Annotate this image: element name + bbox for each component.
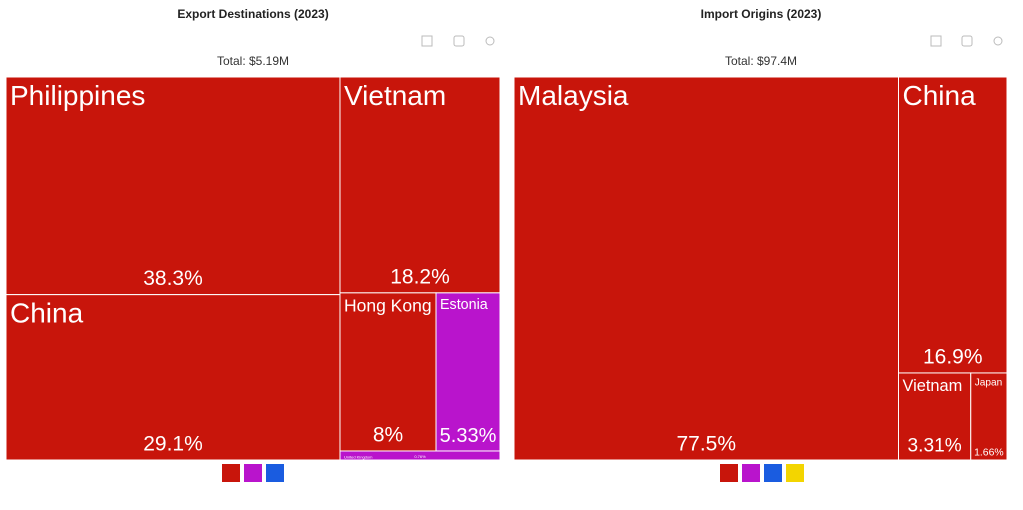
chart-subtitle: Total: $5.19M bbox=[217, 54, 289, 68]
legend bbox=[222, 464, 804, 482]
legend-icon[interactable] bbox=[266, 464, 284, 482]
chart-subtitle: Total: $97.4M bbox=[725, 54, 797, 68]
tile-value-label: 16.9% bbox=[923, 346, 983, 369]
tile-value-label: 38.3% bbox=[143, 267, 203, 290]
treemap-tile bbox=[339, 76, 501, 294]
legend-icon[interactable] bbox=[742, 464, 760, 482]
tile-value-label: 18.2% bbox=[390, 265, 450, 288]
treemap-tile bbox=[897, 76, 1008, 374]
image-button[interactable] bbox=[453, 35, 465, 47]
legend-icon[interactable] bbox=[786, 464, 804, 482]
tile-label: Japan bbox=[975, 378, 1003, 389]
legend-icon[interactable] bbox=[244, 464, 262, 482]
treemap-tile bbox=[513, 76, 899, 461]
share-button[interactable] bbox=[993, 36, 1003, 46]
tile-label: Malaysia bbox=[518, 80, 629, 111]
treemap-tile bbox=[897, 372, 972, 461]
table-button[interactable] bbox=[421, 35, 433, 47]
tile-value-label: 29.1% bbox=[143, 433, 203, 456]
tile-label: Philippines bbox=[10, 80, 145, 111]
tile-label: Vietnam bbox=[344, 80, 446, 111]
tile-label: United Kingdom bbox=[344, 454, 373, 459]
treemap-tile bbox=[339, 450, 501, 461]
tile-label: Vietnam bbox=[902, 377, 962, 395]
tile-label: China bbox=[902, 80, 976, 111]
treemap-tile bbox=[5, 76, 341, 296]
toolbar bbox=[421, 35, 1003, 47]
chart-title: Import Origins (2023) bbox=[701, 7, 822, 21]
image-button[interactable] bbox=[961, 35, 973, 47]
tile-label: Estonia bbox=[440, 297, 488, 313]
share-button[interactable] bbox=[485, 36, 495, 46]
tile-value-label: 1.66% bbox=[974, 447, 1003, 458]
treemap-tile bbox=[970, 372, 1008, 461]
treemap-tile bbox=[435, 292, 501, 452]
tile-value-label: 5.33% bbox=[440, 425, 497, 447]
tile-label: China bbox=[10, 297, 84, 328]
table-button[interactable] bbox=[930, 35, 942, 47]
tile-value-label: 0.76% bbox=[414, 454, 426, 459]
tile-value-label: 3.31% bbox=[908, 435, 962, 456]
tile-value-label: 77.5% bbox=[676, 433, 736, 456]
treemap-tile bbox=[5, 294, 341, 461]
legend-icon[interactable] bbox=[764, 464, 782, 482]
chart-title: Export Destinations (2023) bbox=[177, 7, 328, 21]
legend-icon[interactable] bbox=[720, 464, 738, 482]
tile-value-label: 8% bbox=[373, 424, 403, 447]
treemap-tile bbox=[339, 292, 437, 452]
legend-icon[interactable] bbox=[222, 464, 240, 482]
tile-label: Hong Kong bbox=[344, 296, 432, 316]
